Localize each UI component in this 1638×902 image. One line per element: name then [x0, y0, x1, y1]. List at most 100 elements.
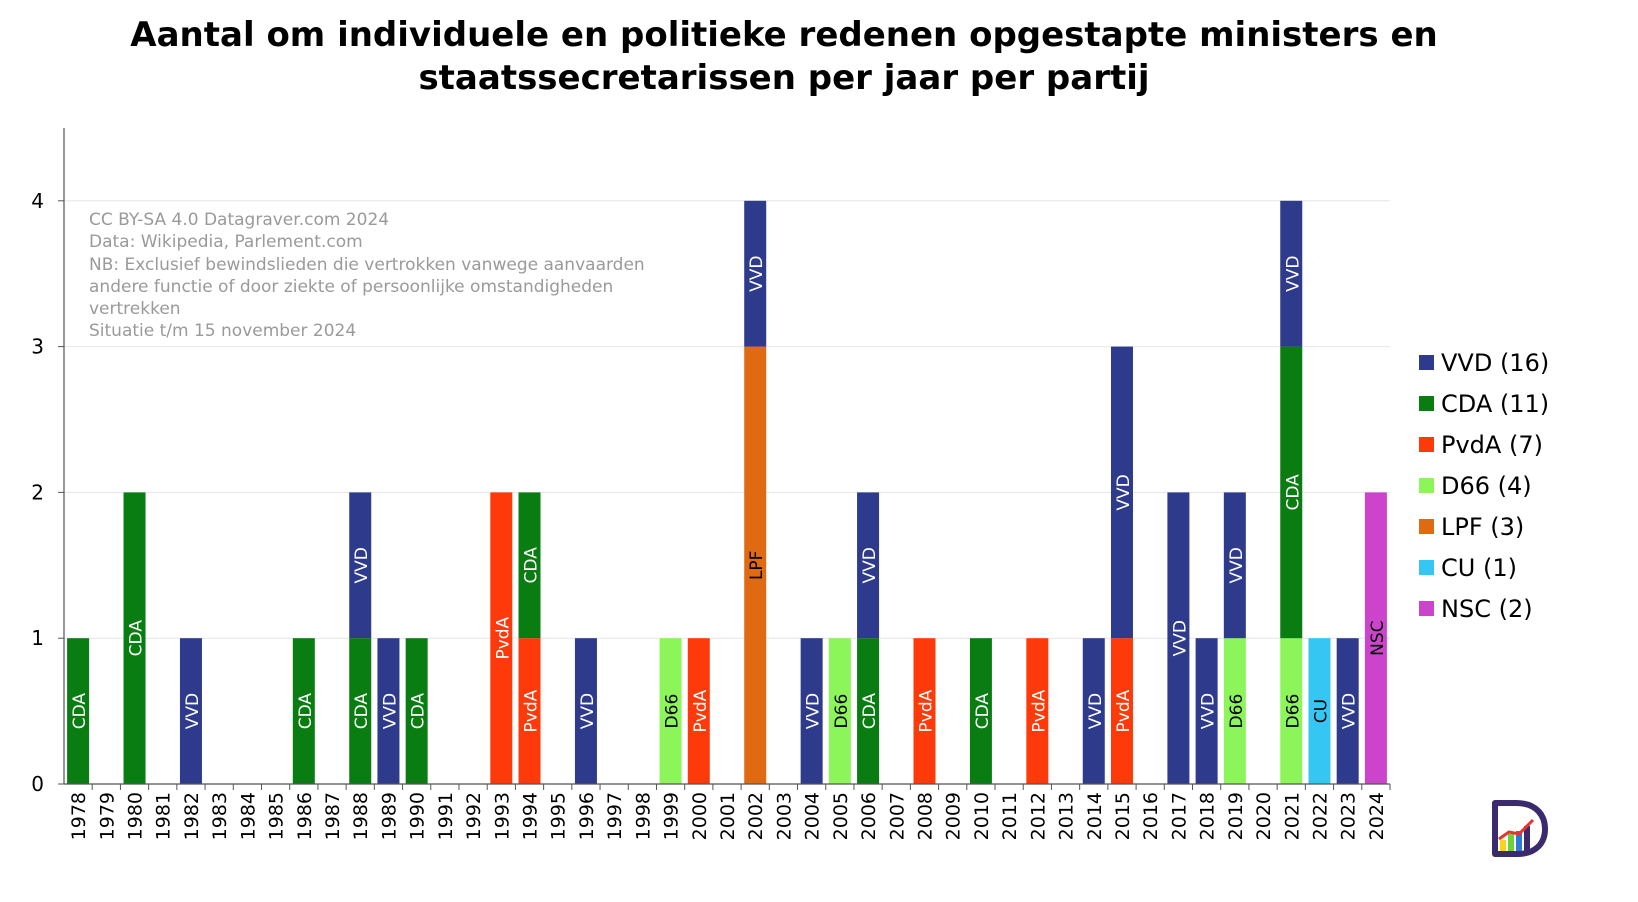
bar-segment-vvd-1982 [179, 638, 202, 784]
bar-label-cda-1988: CDA [352, 693, 372, 730]
bar-label-pvda-1993: PvdA [493, 616, 513, 659]
bar-segment-pvda-2012 [1026, 638, 1049, 784]
chart-title-line-1: Aantal om individuele en politieke reden… [130, 15, 1438, 55]
x-tick-label: 2002 [745, 792, 767, 840]
y-tick-label: 4 [31, 189, 44, 213]
bar-label-vvd-1988: VVD [352, 547, 372, 583]
bar-segment-cda-2010 [969, 638, 992, 784]
y-tick-label: 2 [31, 480, 44, 504]
bar-label-pvda-1994: PvdA [522, 689, 542, 732]
bar-segment-d66-2019 [1223, 638, 1246, 784]
legend-item-cda: CDA (11) [1419, 383, 1549, 424]
bar-label-cu-2022: CU [1311, 699, 1331, 723]
axes: 0 1 2 3 4 1978 1979 1980 1981 1982 1983 1984 1985 198… [31, 128, 1391, 840]
legend-item-cu: CU (1) [1419, 547, 1549, 588]
bar-segment-pvda-2008 [913, 638, 936, 784]
bar-segment-pvda-2015 [1110, 638, 1133, 784]
legend-label-vvd: VVD (16) [1441, 348, 1550, 377]
legend-item-d66: D66 (4) [1419, 465, 1549, 506]
bar-segment-vvd-1996 [574, 638, 597, 784]
bar-label-d66-2019: D66 [1227, 694, 1247, 729]
legend-swatch-cda [1419, 396, 1434, 411]
datagraver-logo-icon [1492, 800, 1548, 857]
x-tick-label: 2011 [999, 792, 1021, 840]
bar-segment-nsc-2024 [1364, 492, 1387, 784]
bar-segment-d66-2005 [828, 638, 851, 784]
x-tick-label: 2018 [1197, 792, 1219, 840]
x-tick-label: 1980 [125, 792, 147, 840]
x-tick-label: 1993 [491, 792, 513, 840]
bar-label-pvda-2015: PvdA [1114, 689, 1134, 732]
legend-swatch-cu [1419, 560, 1434, 575]
note-date: Situatie t/m 15 november 2024 [89, 321, 357, 341]
bar-label-vvd-2004: VVD [804, 693, 824, 729]
legend-swatch-vvd [1419, 355, 1434, 370]
x-tick-label: 1979 [96, 792, 118, 840]
x-tick-label: 2010 [971, 792, 993, 840]
legend-item-vvd: VVD (16) [1419, 342, 1549, 383]
bar-segment-cda-1988 [349, 638, 372, 784]
legend-label-lpf: LPF (3) [1441, 512, 1525, 541]
legend-label-cda: CDA (11) [1441, 389, 1550, 418]
bar-segment-vvd-2019 [1223, 492, 1246, 639]
note-exclusion-3: vertrekken [89, 299, 181, 319]
x-tick-label: 2019 [1225, 792, 1247, 840]
x-tick-label: 2009 [943, 792, 965, 840]
chart-title: Aantal om individuele en politieke reden… [0, 14, 1568, 100]
note-exclusion-1: NB: Exclusief bewindslieden die vertrokk… [89, 255, 645, 275]
bar-label-pvda-2000: PvdA [691, 689, 711, 732]
bar-label-cda-1978: CDA [70, 693, 90, 730]
legend-label-pvda: PvdA (7) [1441, 430, 1543, 459]
bar-label-d66-1999: D66 [663, 694, 683, 729]
x-tick-label: 1998 [632, 792, 654, 840]
bars: CDA CDA VVD CDA CDA VVD VVD CDA PvdA PvdA CDA VVD D6… [67, 200, 1388, 784]
legend-item-nsc: NSC (2) [1419, 588, 1549, 629]
note-source: Data: Wikipedia, Parlement.com [89, 232, 363, 252]
bar-label-vvd-2006: VVD [860, 547, 880, 583]
bar-segment-pvda-1993 [490, 492, 513, 784]
bar-segment-d66-2021 [1280, 638, 1303, 784]
x-tick-label: 1981 [153, 792, 175, 840]
bar-segment-vvd-1989 [377, 638, 400, 784]
x-tick-label: 2016 [1140, 792, 1162, 840]
bar-label-cda-1980: CDA [127, 620, 147, 657]
x-tick-label: 2021 [1281, 792, 1303, 840]
bar-segment-cda-1986 [292, 638, 315, 784]
bar-label-vvd-2018: VVD [1199, 693, 1219, 729]
x-tick-label: 1988 [350, 792, 372, 840]
legend: VVD (16) CDA (11) PvdA (7) D66 (4) LPF (… [1419, 342, 1549, 629]
bar-label-lpf-2002: LPF [747, 551, 767, 581]
x-tick-label: 1985 [266, 792, 288, 840]
x-tick-label: 1997 [604, 792, 626, 840]
x-tick-label: 1994 [520, 792, 542, 840]
x-tick-label: 1987 [322, 792, 344, 840]
bar-segment-cda-2006 [857, 638, 880, 784]
bar-segment-cda-1978 [67, 638, 90, 784]
bar-segment-vvd-2021 [1280, 200, 1303, 347]
bar-segment-lpf-2002 [744, 346, 767, 784]
bar-label-vvd-2021: VVD [1283, 256, 1303, 292]
legend-item-lpf: LPF (3) [1419, 506, 1549, 547]
x-tick-label: 2017 [1168, 792, 1190, 840]
bar-segment-cda-2021 [1280, 346, 1303, 639]
bar-segment-vvd-1988 [349, 492, 372, 639]
bar-label-vvd-2002: VVD [747, 256, 767, 292]
legend-item-pvda: PvdA (7) [1419, 424, 1549, 465]
legend-swatch-d66 [1419, 478, 1434, 493]
bar-segment-vvd-2017 [1167, 492, 1190, 784]
x-tick-label: 2022 [1309, 792, 1331, 840]
x-tick-label: 1986 [294, 792, 316, 840]
y-tick-label: 0 [31, 772, 44, 796]
bar-label-vvd-2019: VVD [1227, 547, 1247, 583]
y-tick-label: 3 [31, 335, 44, 359]
x-tick-label: 2000 [689, 792, 711, 840]
bar-label-pvda-2008: PvdA [916, 689, 936, 732]
note-license: CC BY-SA 4.0 Datagraver.com 2024 [89, 210, 390, 230]
bar-segment-cda-1980 [123, 492, 146, 784]
bar-segment-vvd-2018 [1195, 638, 1218, 784]
legend-swatch-lpf [1419, 519, 1434, 534]
note-exclusion-2: andere functie of door ziekte of persoon… [89, 277, 614, 297]
bar-label-cda-2021: CDA [1283, 474, 1303, 511]
x-tick-label: 2014 [1084, 792, 1106, 840]
